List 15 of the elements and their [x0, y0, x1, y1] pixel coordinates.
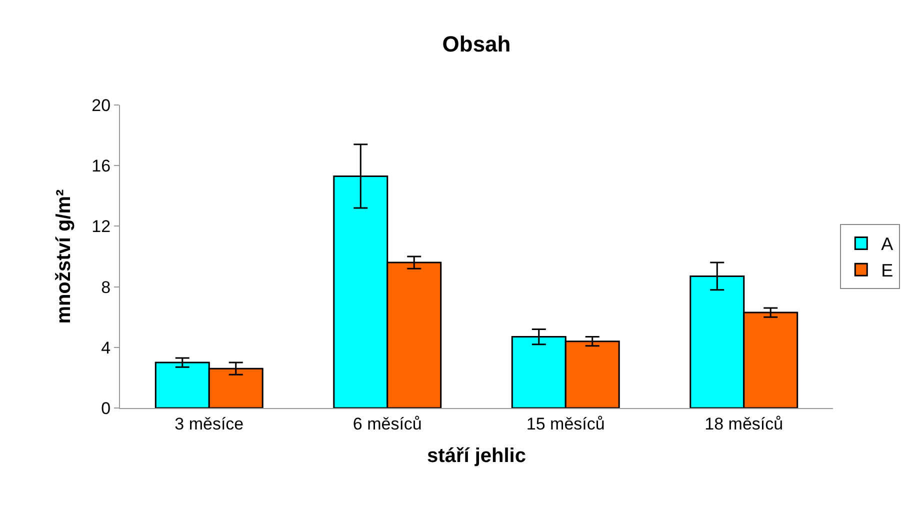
y-tick-label: 4 — [101, 338, 111, 358]
legend-label: A — [881, 234, 894, 254]
legend-label: E — [881, 260, 894, 281]
x-axis-title: stáří jehlic — [427, 444, 526, 467]
chart-title: Obsah — [442, 32, 511, 57]
y-tick-label: 8 — [101, 278, 111, 297]
x-tick-label: 6 měsíců — [352, 414, 422, 434]
y-axis-title: množství g/m² — [53, 188, 76, 324]
y-tick-label: 16 — [92, 156, 111, 176]
x-tick-label: 18 měsíců — [704, 414, 784, 434]
x-tick-label: 15 měsíců — [526, 414, 605, 434]
y-tick-label: 12 — [92, 217, 111, 236]
y-tick-label: 0 — [101, 398, 111, 418]
y-tick-label: 20 — [92, 96, 111, 115]
x-tick-label: 3 měsíce — [174, 414, 244, 434]
